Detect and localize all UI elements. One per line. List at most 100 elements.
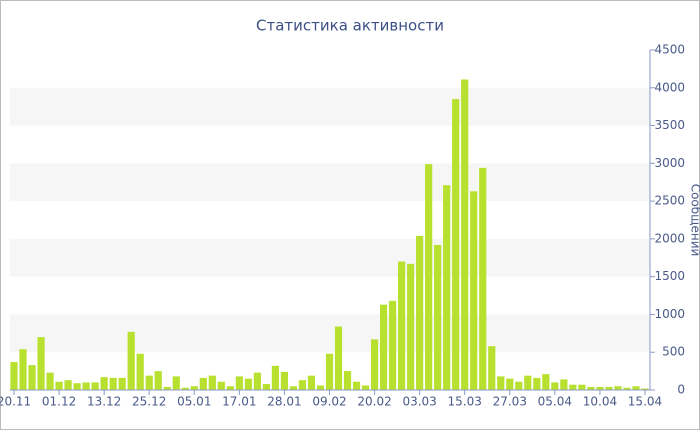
bar bbox=[551, 382, 559, 390]
y-tick-label: 4500 bbox=[654, 43, 685, 57]
bar bbox=[452, 99, 460, 390]
chart-title: Статистика активности bbox=[256, 17, 444, 35]
y-tick-label: 2000 bbox=[654, 231, 685, 245]
bar bbox=[388, 300, 397, 390]
bar bbox=[298, 380, 307, 390]
bar bbox=[370, 339, 379, 390]
bar bbox=[632, 386, 640, 390]
x-tick-label: 10.04 bbox=[583, 395, 617, 409]
grid-band bbox=[10, 238, 650, 277]
bar bbox=[596, 386, 604, 390]
bar bbox=[443, 185, 451, 390]
bar bbox=[199, 377, 207, 390]
x-tick-label: 20.02 bbox=[357, 395, 391, 409]
bar bbox=[641, 388, 649, 390]
bar bbox=[560, 379, 568, 390]
y-tick-label: 4000 bbox=[654, 80, 685, 94]
bar bbox=[605, 386, 613, 390]
bar bbox=[190, 386, 198, 390]
bar bbox=[244, 378, 252, 390]
x-tick-label: 15.04 bbox=[628, 395, 662, 409]
bar bbox=[118, 377, 126, 390]
bar bbox=[578, 384, 586, 390]
x-tick-label: 05.04 bbox=[538, 395, 572, 409]
x-tick-label: 09.02 bbox=[312, 395, 346, 409]
grid-band bbox=[10, 163, 650, 202]
bar bbox=[524, 375, 532, 390]
bar bbox=[325, 353, 334, 390]
bar bbox=[623, 387, 631, 390]
bar bbox=[136, 353, 144, 390]
y-tick-label: 2500 bbox=[654, 194, 685, 208]
bar bbox=[154, 371, 162, 390]
bar bbox=[82, 382, 90, 390]
bar bbox=[271, 365, 280, 390]
bar bbox=[398, 261, 406, 390]
bar bbox=[226, 386, 234, 390]
y-axis-label: Сообщений bbox=[689, 184, 700, 257]
bar bbox=[10, 362, 18, 390]
bar bbox=[425, 164, 433, 390]
bar bbox=[343, 371, 352, 390]
bar bbox=[614, 386, 622, 390]
bar bbox=[163, 386, 171, 390]
bar bbox=[289, 386, 298, 390]
bar bbox=[91, 382, 99, 390]
bar bbox=[361, 385, 370, 390]
bar bbox=[145, 375, 153, 390]
bar bbox=[587, 386, 595, 390]
bar bbox=[334, 326, 343, 390]
bar bbox=[217, 381, 225, 390]
bar bbox=[533, 377, 541, 390]
x-tick-label: 25.12 bbox=[132, 395, 166, 409]
bar bbox=[253, 372, 261, 390]
grid-band bbox=[10, 87, 650, 126]
bar bbox=[208, 375, 216, 390]
bar bbox=[352, 381, 361, 390]
y-tick-label: 3000 bbox=[654, 156, 685, 170]
y-tick-label: 3500 bbox=[654, 118, 685, 132]
y-tick-label: 0 bbox=[677, 383, 685, 397]
bar bbox=[515, 381, 523, 390]
bar bbox=[488, 346, 496, 390]
bar bbox=[416, 235, 424, 390]
bar bbox=[235, 376, 243, 390]
bar bbox=[181, 387, 189, 390]
bar bbox=[497, 376, 505, 390]
bar bbox=[542, 374, 550, 390]
grid-band bbox=[10, 314, 650, 353]
y-tick-label: 1000 bbox=[654, 307, 685, 321]
y-tick-label: 1500 bbox=[654, 269, 685, 283]
bar bbox=[19, 349, 27, 390]
bar bbox=[569, 384, 577, 390]
x-tick-label: 13.12 bbox=[87, 395, 121, 409]
bar bbox=[172, 376, 180, 390]
bar bbox=[434, 244, 442, 390]
x-tick-label: 28.01 bbox=[267, 395, 301, 409]
bar bbox=[37, 337, 45, 390]
x-tick-label: 17.01 bbox=[222, 395, 256, 409]
bar bbox=[407, 263, 415, 390]
x-tick-label: 05.01 bbox=[177, 395, 211, 409]
bar bbox=[55, 381, 63, 390]
bar bbox=[28, 365, 36, 390]
bar bbox=[479, 167, 487, 390]
x-tick-label: 20.11 bbox=[0, 395, 31, 409]
bar bbox=[64, 380, 72, 390]
x-tick-label: 15.03 bbox=[448, 395, 482, 409]
x-tick-label: 01.12 bbox=[42, 395, 76, 409]
bar bbox=[73, 383, 81, 390]
bar bbox=[470, 191, 478, 390]
bar bbox=[379, 304, 388, 390]
y-tick-label: 500 bbox=[662, 345, 685, 359]
bar bbox=[280, 371, 289, 390]
bar bbox=[506, 378, 514, 390]
bar bbox=[46, 372, 54, 390]
bar bbox=[307, 375, 316, 390]
bar bbox=[127, 331, 135, 390]
bar bbox=[316, 385, 325, 390]
x-tick-label: 03.03 bbox=[402, 395, 436, 409]
bar bbox=[109, 377, 117, 390]
